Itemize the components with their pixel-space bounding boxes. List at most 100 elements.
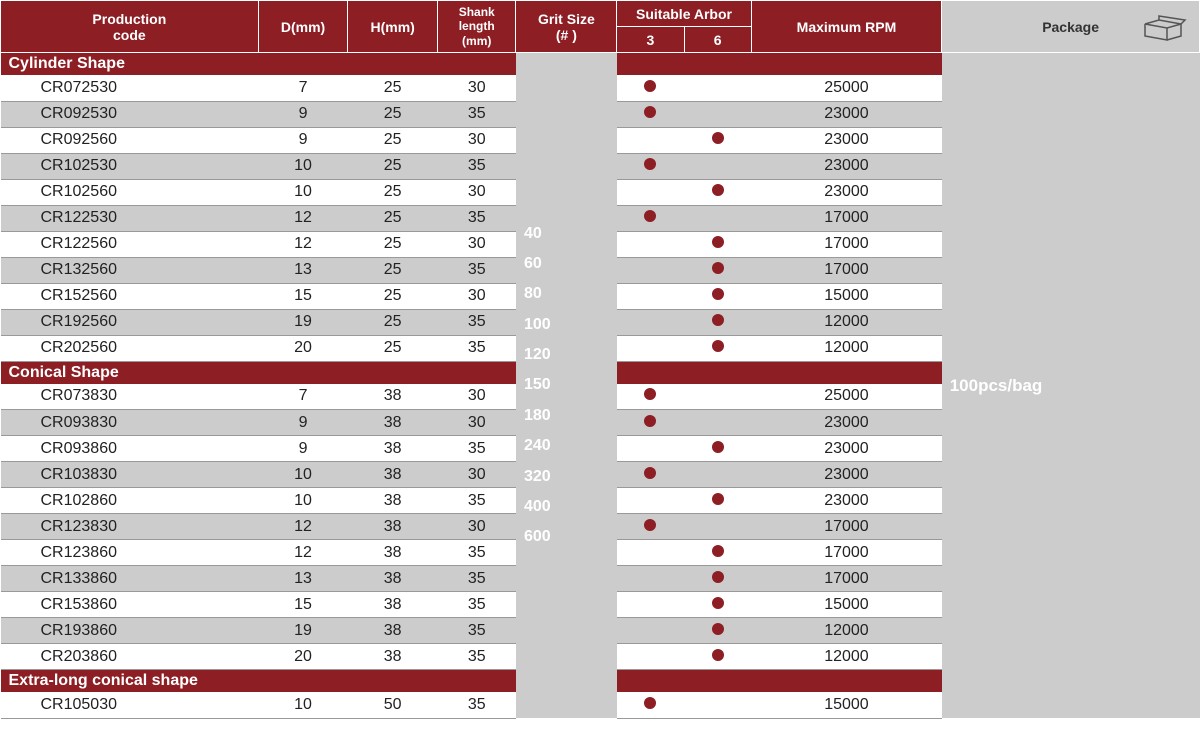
cell-d: 19 [258, 309, 348, 335]
cell-h: 38 [348, 644, 438, 670]
cell-arbor-3 [617, 75, 684, 101]
cell-arbor-3 [617, 127, 684, 153]
cell-d: 13 [258, 257, 348, 283]
cell-arbor-3 [617, 205, 684, 231]
section-gap-arbor [617, 670, 751, 693]
grit-value: 80 [524, 279, 609, 309]
dot-icon [712, 571, 724, 583]
col-grit: Grit Size (# ) [516, 1, 617, 53]
package-icon [1141, 12, 1187, 42]
cell-arbor-3 [617, 436, 684, 462]
dot-icon [712, 493, 724, 505]
grit-value: 240 [524, 431, 609, 461]
cell-arbor-6 [684, 462, 751, 488]
cell-rpm: 23000 [751, 488, 941, 514]
cell-rpm: 23000 [751, 101, 941, 127]
col-arbor: Suitable Arbor [617, 1, 751, 27]
cell-arbor-6 [684, 540, 751, 566]
cell-rpm: 12000 [751, 644, 941, 670]
col-arbor-6: 6 [684, 27, 751, 53]
cell-arbor-6 [684, 488, 751, 514]
grit-value: 600 [524, 522, 609, 552]
grit-value: 60 [524, 249, 609, 279]
cell-arbor-3 [617, 179, 684, 205]
cell-shank: 35 [438, 692, 516, 718]
col-arbor-3: 3 [617, 27, 684, 53]
cell-arbor-3 [617, 566, 684, 592]
cell-rpm: 15000 [751, 692, 941, 718]
section-gap-rpm [751, 670, 941, 693]
dot-icon [644, 158, 656, 170]
dot-icon [644, 519, 656, 531]
dot-icon [712, 132, 724, 144]
cell-rpm: 17000 [751, 205, 941, 231]
cell-h: 25 [348, 335, 438, 361]
cell-h: 25 [348, 283, 438, 309]
cell-code: CR073830 [1, 384, 259, 410]
cell-rpm: 12000 [751, 618, 941, 644]
cell-arbor-6 [684, 384, 751, 410]
dot-icon [644, 106, 656, 118]
cell-rpm: 15000 [751, 592, 941, 618]
cell-d: 20 [258, 335, 348, 361]
cell-code: CR192560 [1, 309, 259, 335]
cell-arbor-6 [684, 618, 751, 644]
cell-d: 9 [258, 436, 348, 462]
cell-arbor-6 [684, 257, 751, 283]
package-cell: 100pcs/bag [942, 53, 1200, 719]
cell-d: 10 [258, 462, 348, 488]
cell-code: CR102530 [1, 153, 259, 179]
dot-icon [712, 314, 724, 326]
cell-arbor-3 [617, 592, 684, 618]
dot-icon [644, 697, 656, 709]
cell-shank: 35 [438, 592, 516, 618]
cell-code: CR123830 [1, 514, 259, 540]
grit-value: 40 [524, 219, 609, 249]
cell-arbor-3 [617, 335, 684, 361]
cell-h: 38 [348, 436, 438, 462]
cell-d: 9 [258, 127, 348, 153]
cell-h: 38 [348, 514, 438, 540]
cell-d: 10 [258, 488, 348, 514]
cell-arbor-6 [684, 205, 751, 231]
cell-d: 10 [258, 179, 348, 205]
cell-arbor-6 [684, 101, 751, 127]
cell-d: 10 [258, 153, 348, 179]
cell-code: CR202560 [1, 335, 259, 361]
cell-code: CR132560 [1, 257, 259, 283]
cell-arbor-6 [684, 566, 751, 592]
cell-h: 25 [348, 309, 438, 335]
col-shank: Shank length (mm) [438, 1, 516, 53]
cell-arbor-6 [684, 283, 751, 309]
cell-rpm: 15000 [751, 283, 941, 309]
cell-shank: 35 [438, 309, 516, 335]
col-rpm: Maximum RPM [751, 1, 941, 53]
cell-shank: 30 [438, 384, 516, 410]
cell-h: 25 [348, 179, 438, 205]
cell-code: CR102560 [1, 179, 259, 205]
cell-arbor-6 [684, 309, 751, 335]
dot-icon [644, 388, 656, 400]
section-title: Conical Shape [1, 361, 516, 384]
cell-rpm: 25000 [751, 384, 941, 410]
cell-d: 12 [258, 540, 348, 566]
cell-arbor-3 [617, 101, 684, 127]
col-package: Package [942, 1, 1200, 53]
cell-arbor-3 [617, 309, 684, 335]
col-d: D(mm) [258, 1, 348, 53]
cell-shank: 30 [438, 462, 516, 488]
cell-d: 12 [258, 205, 348, 231]
cell-code: CR193860 [1, 618, 259, 644]
grit-size-cell: 406080100120150180240320400600 [516, 53, 617, 719]
cell-code: CR092530 [1, 101, 259, 127]
cell-arbor-3 [617, 540, 684, 566]
cell-arbor-6 [684, 410, 751, 436]
cell-code: CR093860 [1, 436, 259, 462]
cell-arbor-6 [684, 179, 751, 205]
section-gap-arbor [617, 53, 751, 76]
cell-rpm: 23000 [751, 436, 941, 462]
cell-h: 50 [348, 692, 438, 718]
cell-arbor-3 [617, 410, 684, 436]
cell-arbor-3 [617, 257, 684, 283]
cell-arbor-6 [684, 75, 751, 101]
